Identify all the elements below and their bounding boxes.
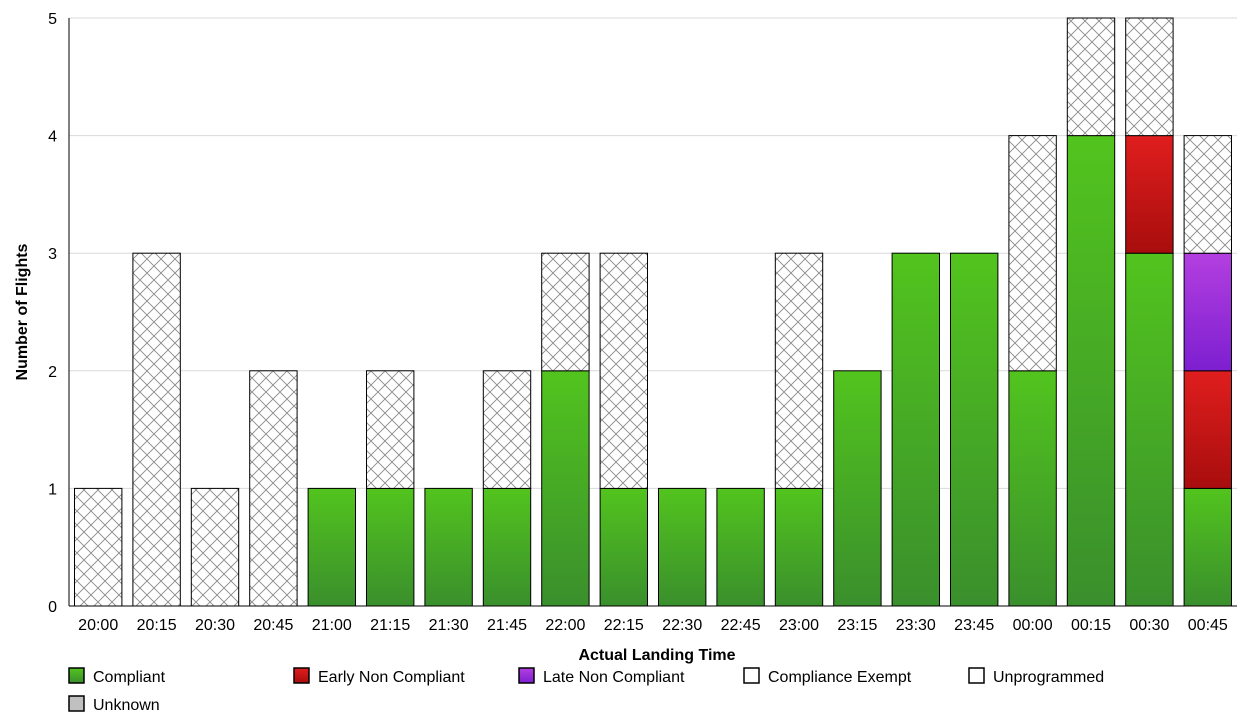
x-tick-label: 22:15 [604, 617, 644, 634]
bar-segment-compliance-exempt [1066, 17, 1116, 137]
y-tick-labels: 0 1 2 3 4 5 [48, 11, 57, 616]
x-tick-label: 22:30 [662, 617, 702, 634]
bar-segment-early-non-compliant [1183, 370, 1232, 489]
legend: Compliant Early Non Compliant Late Non Com… [68, 667, 1104, 714]
bar-segment-early-non-compliant [1125, 135, 1174, 254]
x-tick-label: 00:30 [1129, 617, 1169, 634]
bar-segment-compliance-exempt [1125, 17, 1174, 137]
x-tick-label: 00:00 [1013, 617, 1053, 634]
x-tick-label: 23:00 [779, 617, 819, 634]
bar-segment-compliant [891, 252, 940, 607]
x-tick-label: 23:45 [954, 617, 994, 634]
bar-segment-compliant [366, 487, 415, 607]
bar-segment-compliant [716, 487, 765, 607]
legend-label: Late Non Compliant [543, 669, 685, 686]
bar-segment-compliant [658, 487, 707, 607]
x-tick-label: 21:00 [312, 617, 352, 634]
legend-label: Unknown [93, 697, 160, 714]
bar-segment-compliant [482, 487, 532, 607]
x-tick-label: 20:00 [78, 617, 118, 634]
bar-segment-compliance-exempt [366, 370, 415, 489]
legend-swatch [743, 667, 760, 684]
y-tick-label: 0 [48, 599, 57, 616]
legend-item: Late Non Compliant [518, 667, 685, 686]
y-tick-label: 1 [48, 481, 57, 498]
bar-segment-compliance-exempt [1008, 135, 1057, 372]
legend-label: Compliant [93, 669, 166, 686]
legend-label: Early Non Compliant [318, 669, 465, 686]
legend-swatch [293, 667, 310, 684]
x-tick-label: 21:45 [487, 617, 527, 634]
legend-swatch [68, 667, 85, 684]
bar-segment-compliant [1183, 487, 1232, 607]
x-tick-label: 22:00 [545, 617, 585, 634]
x-tick-label: 20:45 [253, 617, 293, 634]
bar-segment-compliant [424, 487, 473, 607]
x-tick-label: 00:45 [1188, 617, 1228, 634]
y-tick-label: 2 [48, 364, 57, 381]
legend-item: Unprogrammed [968, 667, 1104, 686]
x-axis-title: Actual Landing Time [578, 647, 735, 664]
legend-swatch [68, 695, 85, 712]
y-tick-label: 4 [48, 129, 57, 146]
legend-label: Compliance Exempt [768, 669, 912, 686]
bar-segment-compliant [833, 370, 882, 607]
bar-segment-compliant [950, 252, 999, 607]
bar-segment-compliance-exempt [774, 252, 824, 489]
bar-segment-compliance-exempt [132, 252, 181, 607]
bar-segment-compliant [1125, 252, 1174, 607]
bars [74, 17, 1232, 607]
y-tick-label: 3 [48, 246, 57, 263]
bar-segment-compliance-exempt [249, 370, 298, 607]
x-tick-label: 20:30 [195, 617, 235, 634]
grid-lines [69, 17, 1237, 489]
axes [68, 18, 1237, 607]
x-tick-label: 21:15 [370, 617, 410, 634]
bar-segment-compliant [774, 487, 824, 607]
bar-segment-compliance-exempt [74, 487, 123, 607]
legend-item: Early Non Compliant [293, 667, 465, 686]
legend-swatch [968, 667, 985, 684]
bar-segment-compliant [1066, 135, 1116, 607]
bar-segment-compliant [307, 487, 357, 607]
bar-segment-compliant [1008, 370, 1057, 607]
x-tick-label: 21:30 [429, 617, 469, 634]
x-tick-labels: 20:00 20:15 20:30 20:45 21:00 21:15 21:30 21:45… [78, 617, 1228, 634]
x-tick-label: 23:15 [837, 617, 877, 634]
bar-segment-compliance-exempt [482, 370, 532, 489]
bar-segment-compliance-exempt [190, 487, 240, 607]
y-axis-title: Number of Flights [14, 243, 31, 380]
x-tick-label: 23:30 [896, 617, 936, 634]
bar-segment-compliant [541, 370, 590, 607]
bar-segment-compliance-exempt [541, 252, 590, 372]
legend-label: Unprogrammed [993, 669, 1104, 686]
bar-segment-late-non-compliant [1183, 252, 1232, 372]
legend-item: Compliant [68, 667, 166, 686]
bar-segment-compliance-exempt [599, 252, 648, 489]
x-tick-label: 22:45 [721, 617, 761, 634]
y-tick-label: 5 [48, 11, 57, 28]
legend-item: Unknown [68, 695, 160, 714]
legend-swatch [518, 667, 535, 684]
legend-item: Compliance Exempt [743, 667, 912, 686]
bar-segment-compliant [599, 487, 648, 607]
x-tick-label: 00:15 [1071, 617, 1111, 634]
bar-segment-compliance-exempt [1183, 135, 1232, 254]
x-tick-label: 20:15 [137, 617, 177, 634]
